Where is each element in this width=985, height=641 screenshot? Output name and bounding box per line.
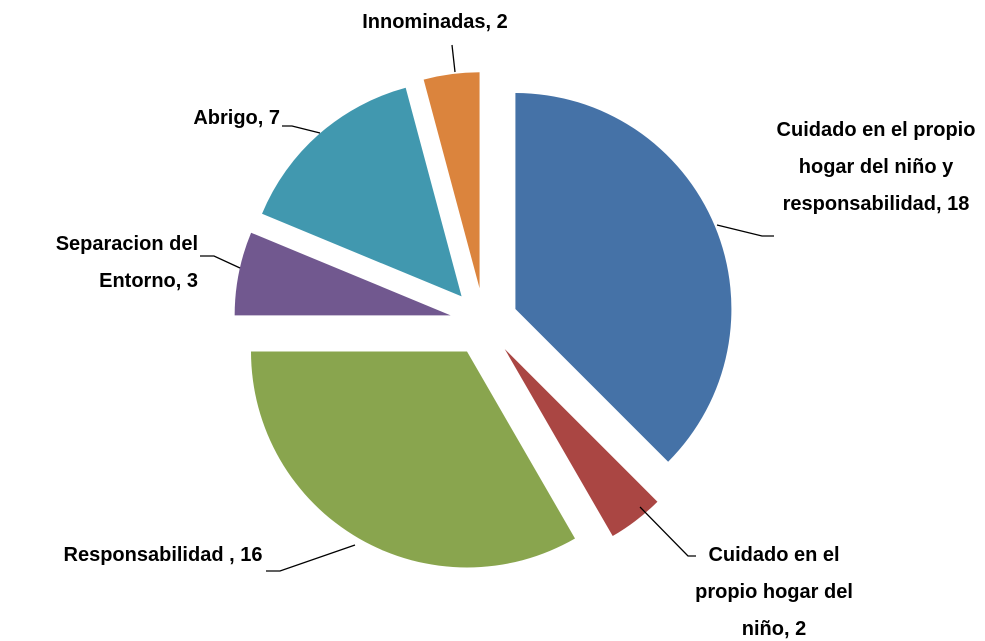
leader-line bbox=[451, 44, 456, 73]
data-label: Cuidado en el propio hogar del niño y re… bbox=[776, 119, 976, 215]
data-label: Abrigo, 7 bbox=[193, 107, 280, 129]
pie-slice bbox=[234, 232, 451, 316]
pie-slice bbox=[504, 348, 658, 537]
pie-slice bbox=[262, 87, 462, 297]
data-label: Separacion del Entorno, 3 bbox=[55, 233, 198, 292]
data-label: Cuidado en el propio hogar del niño, 2 bbox=[695, 544, 853, 640]
leader-line bbox=[200, 255, 241, 269]
leader-line bbox=[716, 224, 774, 237]
pie-slice bbox=[515, 92, 732, 462]
leader-line bbox=[639, 506, 696, 557]
pie-slice bbox=[423, 72, 480, 289]
data-label: Innominadas, 2 bbox=[362, 11, 508, 33]
leader-line bbox=[266, 544, 356, 572]
leader-line bbox=[282, 125, 321, 134]
pie-slice bbox=[251, 351, 575, 568]
data-label: Responsabilidad , 16 bbox=[63, 544, 263, 566]
